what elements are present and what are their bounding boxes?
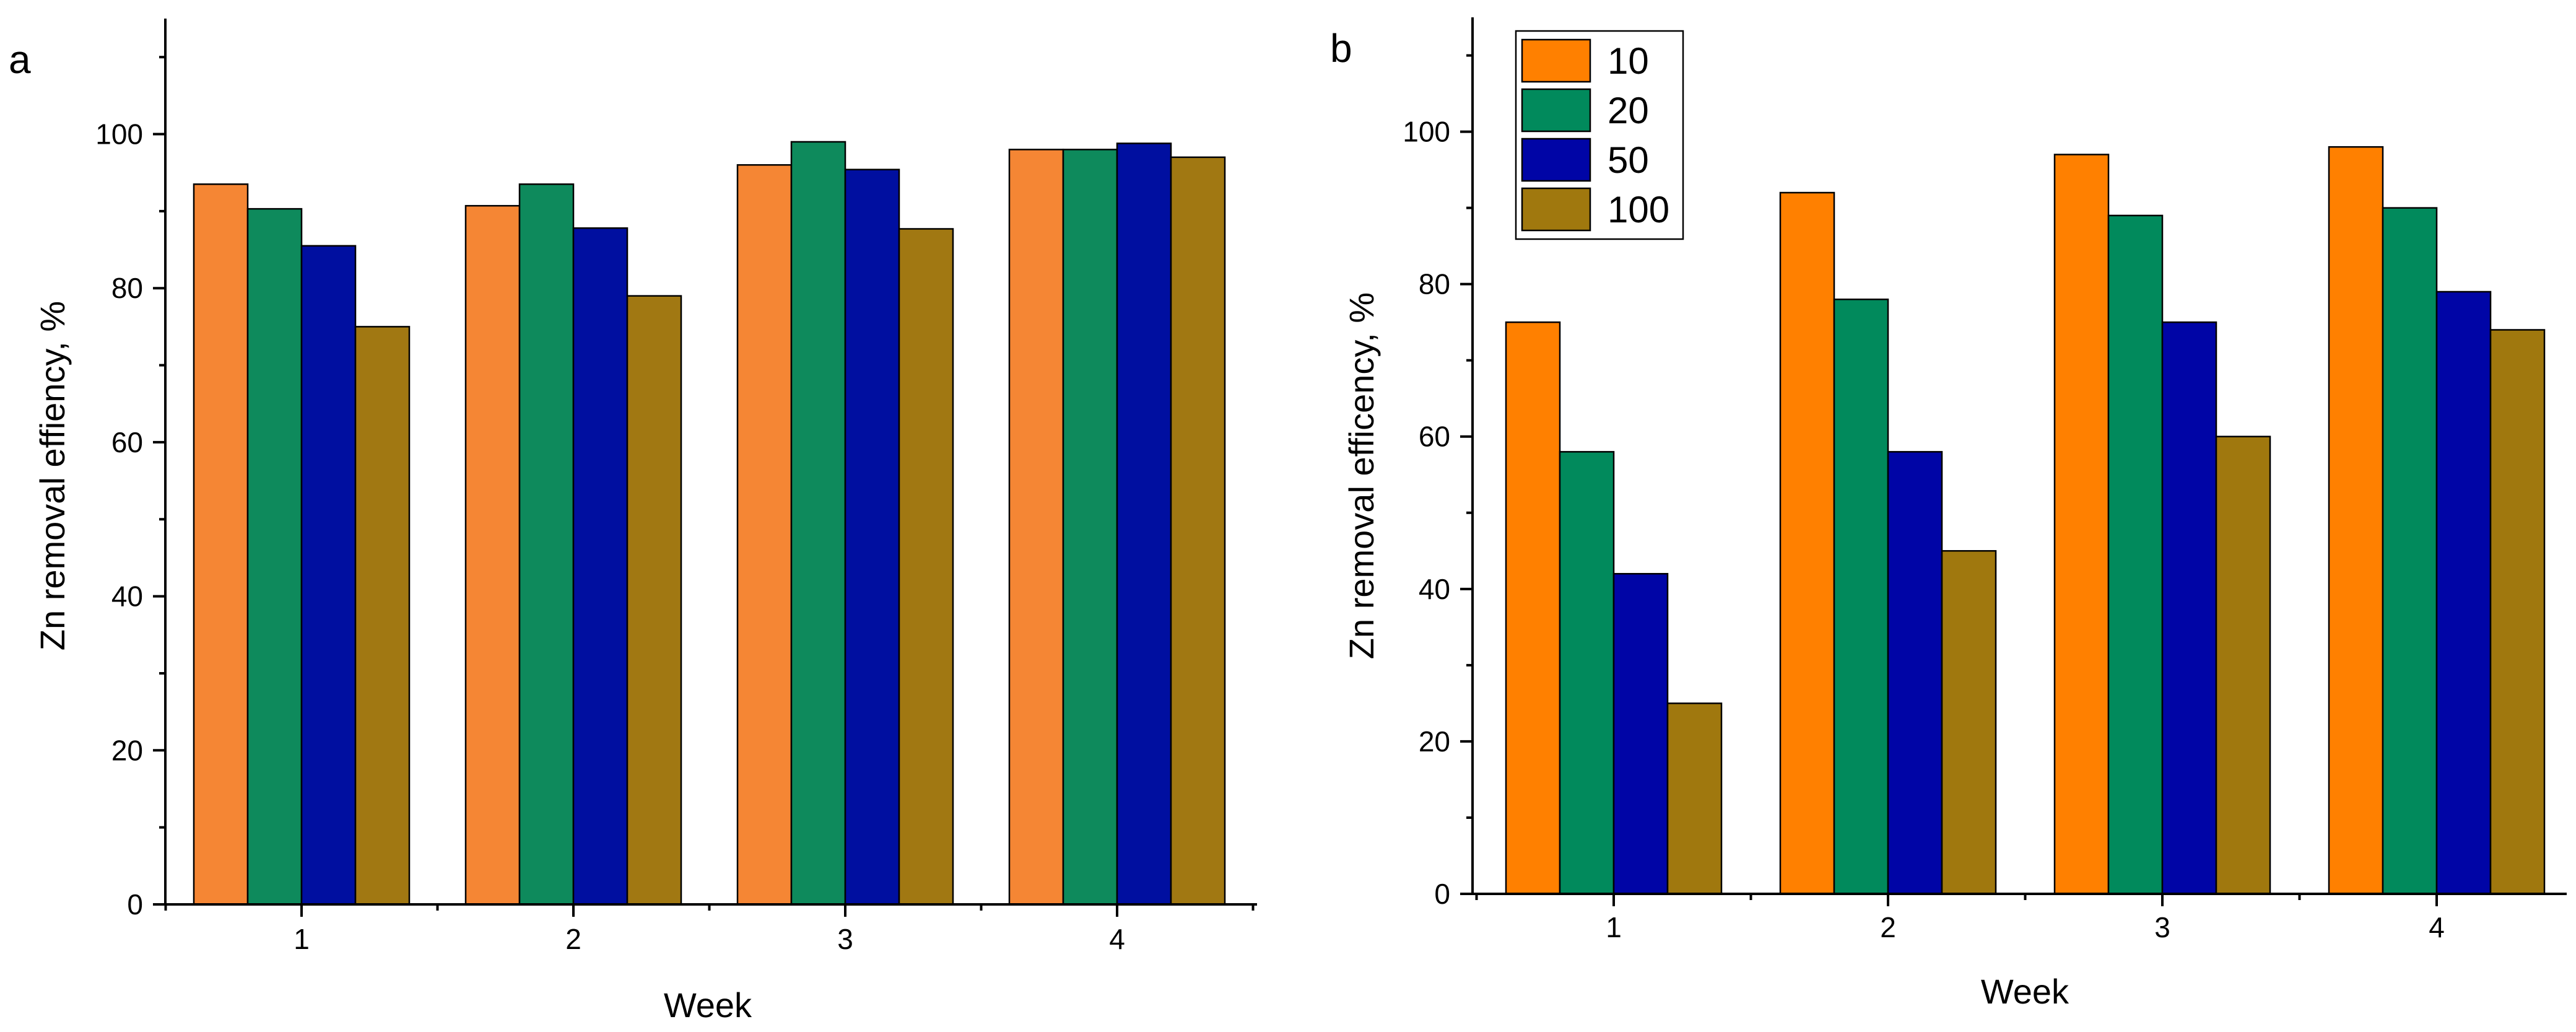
- x-tick-label: 2: [1880, 911, 1896, 943]
- y-tick-label: 40: [1419, 573, 1450, 605]
- y-tick-label: 60: [111, 426, 143, 458]
- legend-swatch-100: [1521, 187, 1591, 232]
- chart-panel-b: b 0 20 40 60 80 100 1 2 3 4 Zn removal efficency,…: [1330, 17, 2567, 1011]
- bar-week1-series100: [1666, 702, 1723, 895]
- bar-week3-series20: [2107, 214, 2164, 895]
- x-axis-title: Week: [664, 986, 752, 1025]
- y-tick-label: 20: [111, 734, 143, 766]
- bar-week1-series20: [246, 208, 303, 906]
- bar-week3-series10: [2053, 154, 2110, 895]
- bar-week3-series50: [844, 168, 900, 906]
- legend-swatch-50: [1521, 138, 1591, 182]
- bars-group: [1505, 146, 2546, 895]
- y-tick-label: 60: [1419, 421, 1450, 453]
- x-tick-label: 2: [565, 923, 581, 955]
- bar-week4-series50: [1116, 142, 1172, 906]
- panel-letter: a: [9, 37, 31, 82]
- bar-week3-series100: [2215, 435, 2271, 895]
- y-axis-title: Zn removal efficency, %: [1342, 292, 1381, 659]
- bar-week3-series10: [736, 164, 793, 906]
- bar-week4-series100: [1170, 156, 1226, 906]
- x-tick-label: 1: [294, 923, 310, 955]
- y-tick-label: 20: [1419, 725, 1450, 758]
- bar-week4-series100: [2489, 329, 2546, 895]
- bar-week2-series50: [1887, 451, 1943, 895]
- bar-week2-series100: [1941, 550, 1997, 895]
- panel-letter: b: [1330, 26, 1352, 71]
- bar-week1-series50: [1612, 572, 1669, 895]
- y-axis-title: Zn removal effiency, %: [33, 301, 72, 650]
- y-tick-label: 100: [95, 118, 143, 151]
- bar-week4-series10: [2328, 146, 2384, 895]
- bar-week1-series100: [354, 326, 411, 906]
- axes-group: 0 20 40 60 80 100 1 2 3 4: [95, 19, 1257, 955]
- bar-week4-series50: [2435, 291, 2492, 895]
- bar-week2-series10: [1779, 191, 1835, 895]
- bar-week4-series10: [1008, 149, 1064, 906]
- bar-week4-series20: [1062, 149, 1118, 906]
- bar-week3-series100: [898, 228, 954, 906]
- bar-week2-series10: [464, 204, 521, 906]
- legend-swatch-10: [1521, 38, 1591, 83]
- bar-week2-series100: [626, 295, 682, 906]
- y-tick-label: 0: [127, 888, 143, 920]
- axes-group: 0 20 40 60 80 100 1 2 3 4: [1403, 17, 2567, 943]
- y-tick-label: 80: [1419, 268, 1450, 300]
- bar-week1-series50: [300, 245, 357, 906]
- bar-week1-series10: [193, 183, 249, 906]
- x-tick-label: 1: [1606, 911, 1622, 943]
- x-tick-label: 4: [1109, 923, 1125, 955]
- y-tick-label: 0: [1434, 878, 1450, 910]
- bar-week2-series50: [572, 227, 629, 906]
- x-tick-label: 3: [2154, 911, 2170, 943]
- bar-week3-series20: [790, 141, 846, 906]
- bar-week1-series20: [1559, 451, 1615, 895]
- bar-week2-series20: [1833, 299, 1889, 895]
- y-tick-label: 100: [1403, 116, 1450, 148]
- x-tick-label: 3: [837, 923, 853, 955]
- x-axis-title: Week: [1981, 972, 2069, 1011]
- legend-swatch-20: [1521, 88, 1591, 133]
- x-tick-label: 4: [2429, 911, 2445, 943]
- chart-panel-a: a 0 20 40 60 80 100 1 2 3 4 Zn removal effiency, …: [9, 19, 1257, 1025]
- y-tick-label: 40: [111, 580, 143, 613]
- legend-label-20: 20: [1608, 90, 1649, 131]
- bars-group: [193, 141, 1226, 906]
- bar-week4-series20: [2382, 207, 2438, 895]
- y-tick-label: 80: [111, 272, 143, 304]
- legend-label-100: 100: [1608, 189, 1669, 230]
- bar-week3-series50: [2161, 321, 2217, 895]
- legend-label-10: 10: [1608, 40, 1649, 82]
- legend-label-50: 50: [1608, 139, 1649, 181]
- legend: 10 20 50 100: [1515, 30, 1684, 240]
- bar-week2-series20: [518, 183, 575, 906]
- bar-week1-series10: [1505, 321, 1561, 895]
